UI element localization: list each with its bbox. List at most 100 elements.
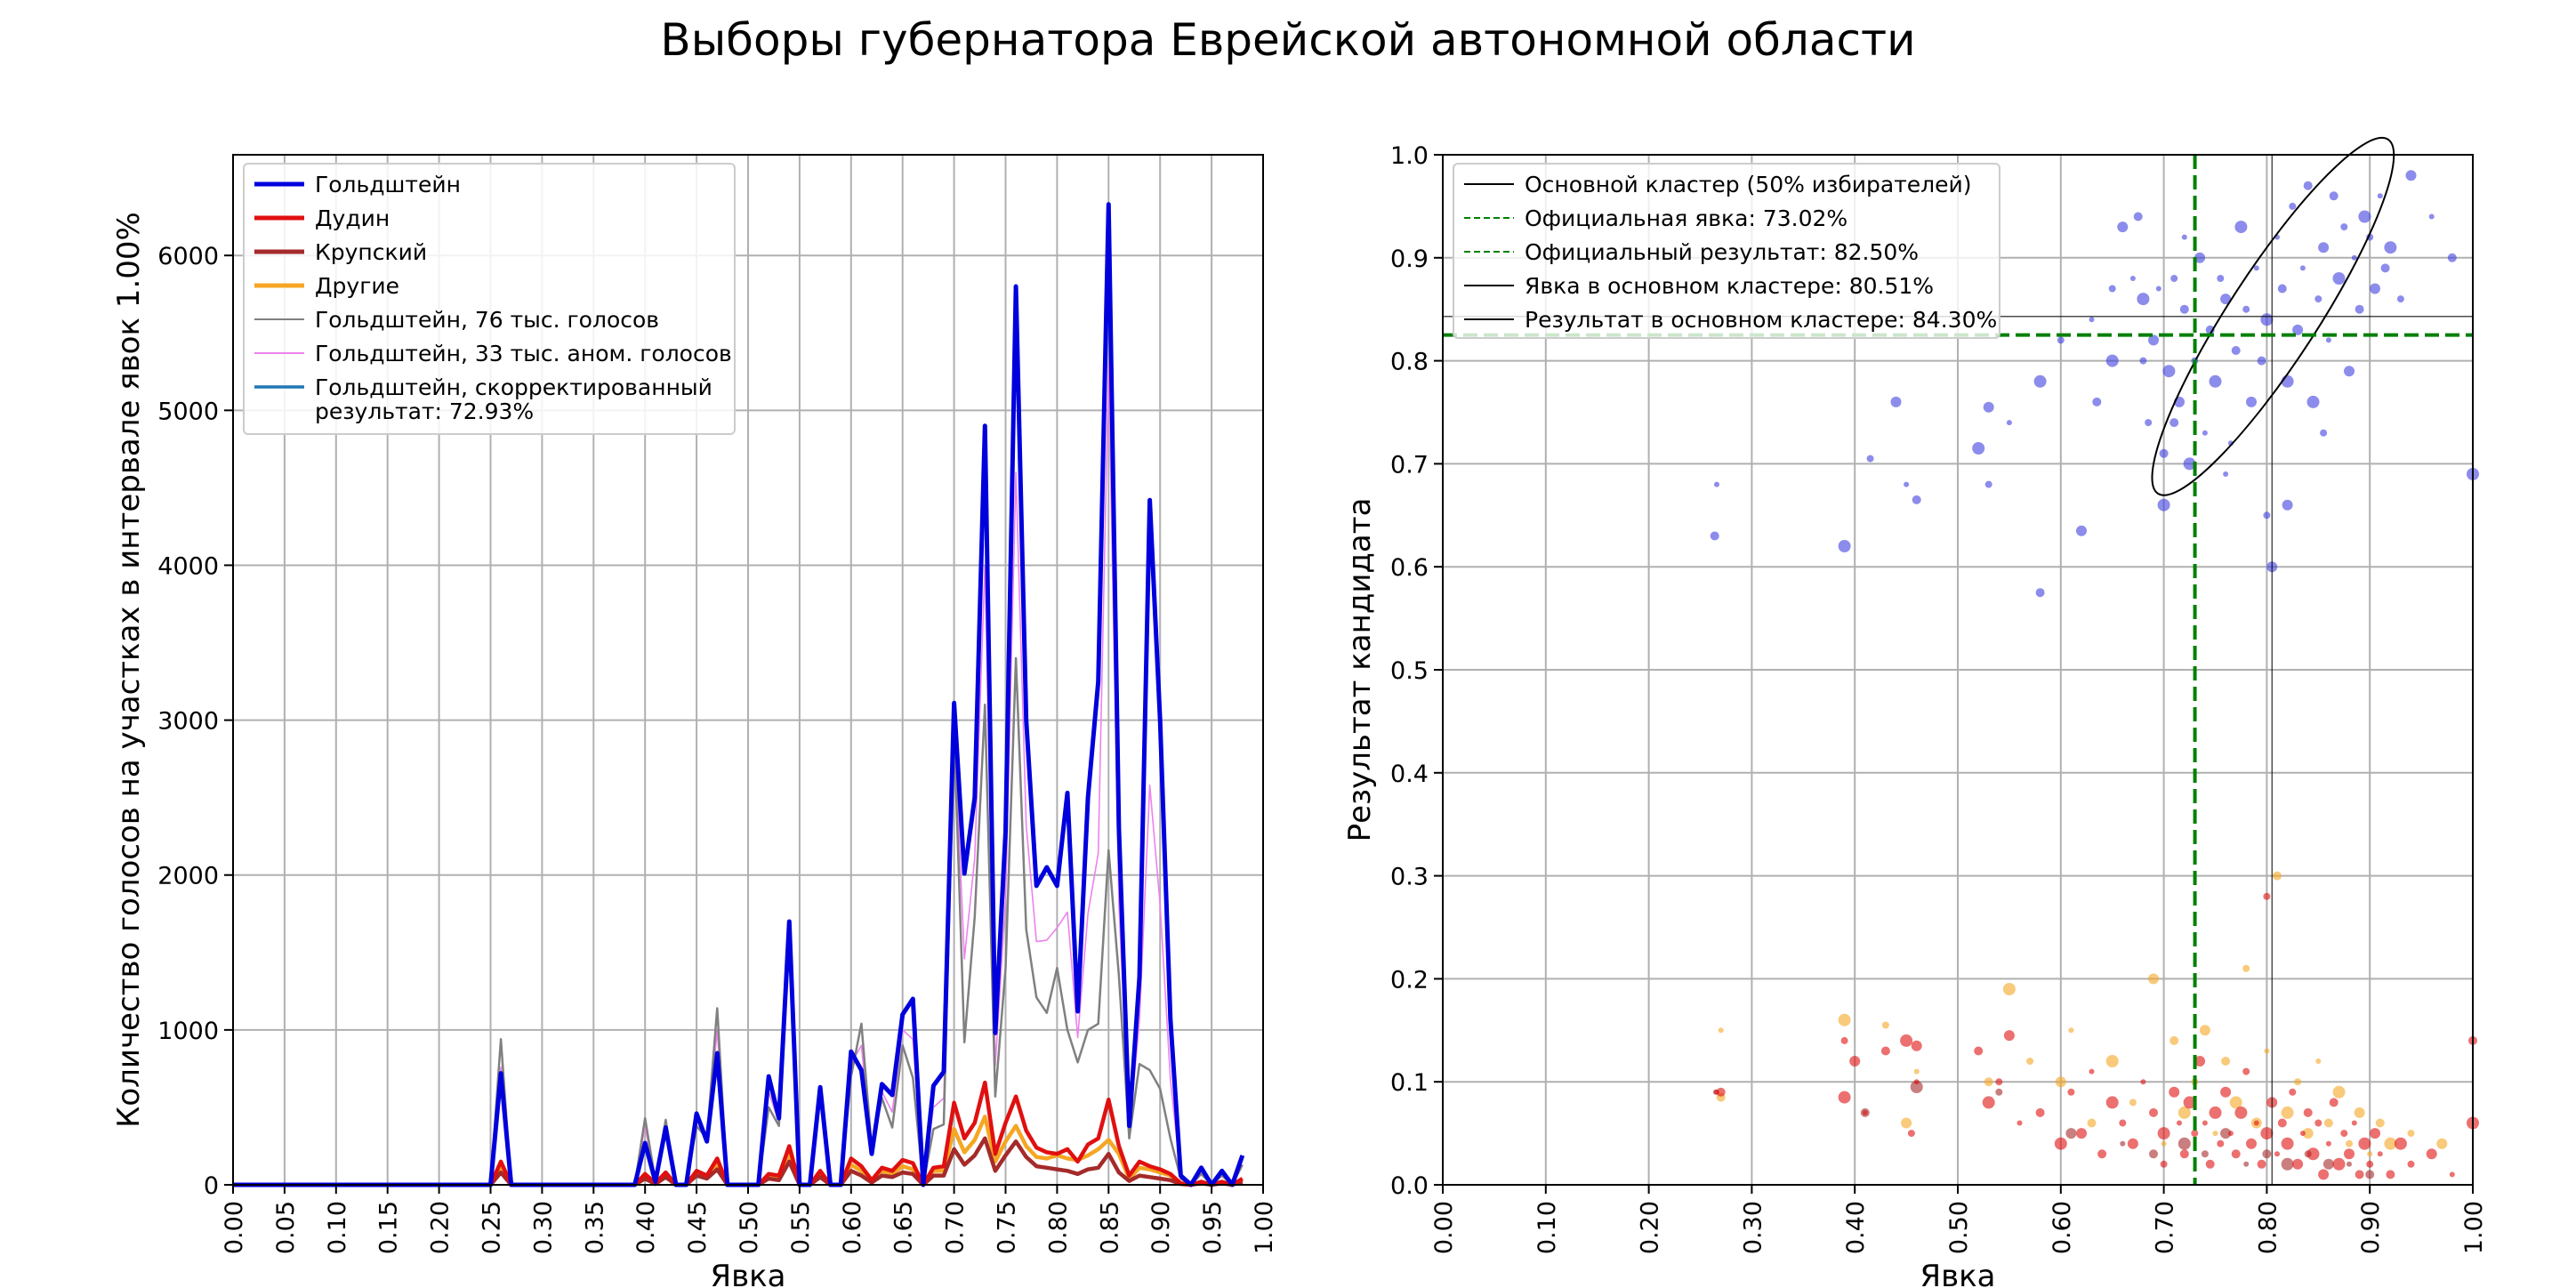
point-другие: [2346, 1139, 2353, 1147]
point-гольдштейн: [2162, 365, 2176, 378]
point-крупский: [2220, 1128, 2232, 1139]
point-другие: [2105, 1055, 2119, 1067]
point-другие: [2354, 1107, 2365, 1118]
point-дудин: [1982, 1096, 1995, 1109]
point-другие: [2384, 1137, 2397, 1150]
point-гольдштейн: [2169, 418, 2179, 428]
point-дудин: [2351, 1120, 2357, 1126]
turnout-histogram-chart: 0.00 0.05 0.10 0.15 0.20 0.25 0.30 0.35 0.40 0.45…: [111, 154, 1278, 1288]
point-дудин: [2191, 1130, 2199, 1138]
point-другие: [2294, 1078, 2302, 1086]
right-x-tick-label: 0.60: [2049, 1201, 2076, 1254]
legend-label-основной-кластер-50-избирателей: Основной кластер (50% избирателей): [1525, 172, 1972, 197]
point-крупский: [1910, 1081, 1923, 1093]
point-гольдштейн: [2355, 304, 2364, 314]
right-y-tick-label: 0.0: [1390, 1172, 1429, 1200]
point-дудин: [2157, 1127, 2170, 1140]
point-дудин: [2076, 1128, 2087, 1139]
right-x-tick-label: 0.00: [1430, 1201, 1458, 1254]
point-крупский: [1995, 1088, 2003, 1096]
left-legend-box: [243, 163, 736, 435]
point-другие: [1984, 1077, 1993, 1087]
point-другие: [1913, 1068, 1920, 1075]
point-гольдштейн: [2396, 295, 2404, 303]
point-дудин: [2227, 1131, 2234, 1137]
point-гольдштейн: [2340, 223, 2348, 231]
point-крупский: [2201, 1150, 2209, 1158]
point-другие: [2302, 1128, 2314, 1139]
right-y-ticks: 0.0 0.1 0.2 0.3 0.4 0.5 0.6 0.7 0.8 0.9 1.0: [1390, 142, 1443, 1200]
left-y-tick-label: 5000: [157, 398, 219, 425]
point-дудин: [2289, 1088, 2297, 1096]
point-дудин: [2325, 1140, 2331, 1147]
point-дудин: [2179, 1149, 2189, 1159]
right-legend-box: [1453, 163, 2000, 339]
legend-label-явка-в-основном-кластере-80-51: Явка в основном кластере: 80.51%: [1525, 273, 1934, 299]
point-гольдштейн: [2033, 374, 2047, 388]
right-y-tick-label: 0.3: [1390, 864, 1429, 891]
point-другие: [2281, 1106, 2294, 1119]
left-y-tick-label: 1000: [157, 1018, 219, 1045]
point-гольдштейн: [2263, 511, 2271, 519]
point-другие: [2436, 1138, 2448, 1149]
point-дудин: [2303, 1107, 2313, 1117]
point-дудин: [2426, 1148, 2437, 1160]
point-дудин: [2003, 1030, 2015, 1042]
point-дудин: [2377, 1151, 2383, 1157]
right-y-tick-label: 0.4: [1390, 761, 1429, 788]
point-дудин: [2274, 1151, 2280, 1157]
point-гольдштейн: [2035, 588, 2045, 598]
point-дудин: [2017, 1120, 2023, 1126]
point-дудин: [2183, 1096, 2196, 1109]
point-гольдштейн: [2006, 420, 2012, 426]
point-гольдштейн: [2133, 212, 2143, 221]
left-x-tick-label: 0.80: [1044, 1201, 1072, 1254]
point-крупский: [2120, 1140, 2126, 1147]
point-гольдштейн: [2351, 254, 2357, 261]
point-другие: [2068, 1027, 2074, 1034]
right-legend: Основной кластер (50% избирателей) Официа…: [1453, 163, 2000, 339]
point-крупский: [2365, 1170, 2375, 1179]
left-y-tick-label: 3000: [157, 708, 219, 736]
right-y-axis-label: Результат кандидата: [1342, 498, 1378, 842]
left-x-tick-label: 0.25: [479, 1201, 506, 1254]
point-дудин: [1849, 1056, 1861, 1067]
legend-label-официальный-результат-82-50: Официальный результат: 82.50%: [1525, 239, 1919, 265]
point-гольдштейн: [2220, 294, 2232, 305]
left-x-tick-label: 0.95: [1199, 1201, 1227, 1254]
left-y-axis-label: Количество голосов на участках в интерва…: [111, 212, 147, 1128]
point-дудин: [2292, 1158, 2304, 1170]
point-дудин: [2205, 1159, 2215, 1169]
point-крупский: [2065, 1128, 2077, 1139]
right-x-tick-label: 0.90: [2357, 1201, 2385, 1254]
point-дудин: [1862, 1109, 1868, 1115]
point-гольдштейн: [2137, 293, 2150, 306]
point-дудин: [1900, 1034, 1913, 1047]
left-x-tick-label: 0.50: [736, 1201, 763, 1254]
point-гольдштейн: [2277, 284, 2287, 294]
point-гольдштейн: [2329, 191, 2339, 201]
left-legend: Гольдштейн Дудин Крупский Другие Гольдштейн,…: [243, 163, 736, 435]
point-дудин: [2394, 1137, 2407, 1150]
point-гольдштейн: [2384, 241, 2397, 254]
point-гольдштейн: [2428, 213, 2435, 220]
point-крупский: [2149, 1149, 2158, 1159]
legend-label-результат-в-основном-кластере-84-30: Результат в основном кластере: 84.30%: [1525, 307, 1997, 333]
point-гольдштейн: [2089, 317, 2095, 323]
right-x-tick-label: 0.50: [1945, 1201, 1973, 1254]
legend-label-официальная-явка-73-02: Официальная явка: 73.02%: [1525, 205, 1847, 231]
point-дудин: [2119, 1119, 2127, 1127]
point-гольдштейн: [2325, 337, 2331, 343]
right-scatter-points: [1710, 170, 2479, 1180]
point-другие: [2221, 1057, 2231, 1066]
point-другие: [2169, 1035, 2179, 1045]
point-дудин: [2149, 1107, 2158, 1117]
point-другие: [1901, 1117, 1912, 1129]
line-другие: [233, 1115, 1244, 1187]
point-другие: [2002, 983, 2016, 995]
point-дудин: [2306, 1147, 2320, 1161]
point-дудин: [2386, 1170, 2395, 1179]
point-гольдштейн: [2332, 272, 2346, 285]
point-гольдштейн: [1972, 442, 1985, 455]
